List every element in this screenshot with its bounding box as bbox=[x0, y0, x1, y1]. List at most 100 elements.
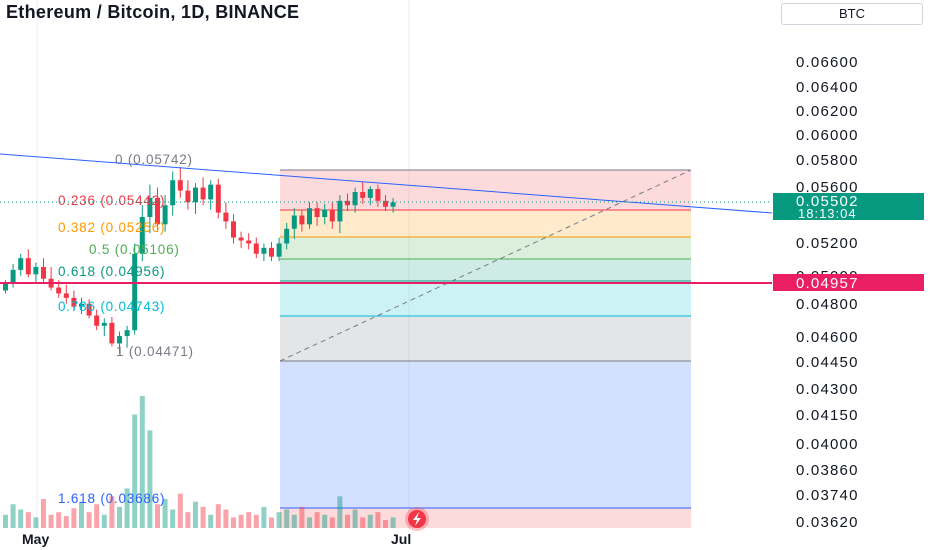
candle-down bbox=[223, 212, 229, 222]
volume-bar bbox=[71, 508, 77, 528]
volume-bar bbox=[124, 488, 130, 528]
candle-down bbox=[56, 287, 62, 294]
volume-bar bbox=[86, 512, 92, 528]
price-tick-label: 0.04600 bbox=[796, 329, 859, 346]
volume-bar bbox=[147, 430, 153, 528]
candle-up bbox=[291, 215, 297, 229]
volume-bar bbox=[253, 514, 259, 528]
fib-label-0.236: 0.236 (0.05442) bbox=[58, 193, 165, 208]
volume-bar bbox=[18, 509, 24, 528]
volume-bar bbox=[269, 517, 274, 528]
currency-button[interactable]: BTC bbox=[781, 3, 923, 25]
candle-up bbox=[33, 266, 39, 275]
candle-down bbox=[314, 208, 320, 217]
fibonacci-retracement-zones[interactable] bbox=[279, 169, 692, 528]
volume-bar bbox=[360, 517, 366, 528]
candle-down bbox=[94, 315, 100, 326]
candle-down bbox=[215, 184, 221, 213]
candle-down bbox=[253, 243, 259, 254]
fib-label-0.382: 0.382 (0.05256) bbox=[58, 220, 165, 235]
candle-up bbox=[322, 209, 328, 217]
last-price-value: 0.05502 bbox=[796, 193, 859, 210]
volume-bar bbox=[231, 517, 236, 528]
price-tick-label: 0.03620 bbox=[796, 514, 859, 531]
price-tick-label: 0.04150 bbox=[796, 407, 859, 424]
volume-bar bbox=[170, 509, 176, 528]
fib-diagonal-dashed bbox=[279, 169, 692, 362]
horizontal-line-value: 0.04957 bbox=[796, 275, 859, 292]
candle-up bbox=[352, 192, 358, 206]
fib-zone-0.786-1 bbox=[280, 316, 691, 361]
fib-label-1: 1 (0.04471) bbox=[116, 344, 194, 359]
price-tick-label: 0.04000 bbox=[796, 436, 859, 453]
price-tick-label: 0.06200 bbox=[796, 103, 859, 120]
volume-bar bbox=[101, 514, 107, 528]
fib-zone-1-1.618 bbox=[280, 361, 691, 508]
candle-down bbox=[41, 266, 46, 279]
volume-bar bbox=[284, 509, 290, 528]
volume-bar bbox=[367, 514, 373, 528]
chart-title: Ethereum / Bitcoin, 1D, BINANCE bbox=[6, 2, 300, 22]
candle-up bbox=[132, 253, 138, 331]
time-label-jul: Jul bbox=[391, 531, 411, 547]
fib-zone-0.382-0.5 bbox=[280, 237, 691, 259]
candle-down bbox=[177, 180, 183, 191]
price-axis[interactable]: 0.06600 0.06400 0.06200 0.06000 0.05800 0.056… bbox=[796, 54, 859, 531]
volume-bar bbox=[193, 501, 198, 528]
fib-label-0.5: 0.5 (0.05106) bbox=[89, 242, 180, 257]
candle-down bbox=[375, 189, 381, 201]
candle-up bbox=[162, 205, 168, 225]
volume-bar bbox=[299, 506, 305, 528]
volume-bar bbox=[208, 514, 214, 528]
candle-up bbox=[208, 184, 214, 200]
trendline[interactable] bbox=[0, 153, 773, 214]
volume-bar bbox=[41, 498, 46, 528]
volume-bar bbox=[185, 512, 191, 528]
candle-down bbox=[360, 192, 366, 198]
volume-bar bbox=[63, 516, 69, 528]
candle-up bbox=[124, 330, 130, 337]
candle-down bbox=[383, 200, 388, 207]
candle-up bbox=[390, 202, 396, 207]
volume-bar bbox=[238, 514, 244, 528]
volume-bar bbox=[25, 512, 31, 528]
volume-bar bbox=[383, 520, 388, 528]
candle-down bbox=[299, 215, 305, 225]
fib-labels: 0 (0.05742) 0.236 (0.05442) 0.382 (0.052… bbox=[58, 152, 194, 506]
last-price-countdown: 18:13:04 bbox=[798, 206, 857, 221]
fib-label-0.618: 0.618 (0.04956) bbox=[58, 264, 165, 279]
volume-bar bbox=[337, 496, 343, 528]
volume-bar bbox=[109, 496, 115, 528]
volume-bar bbox=[117, 506, 122, 528]
candle-up bbox=[117, 336, 122, 344]
candle-down bbox=[185, 190, 191, 203]
fib-zone-0.618-0.786 bbox=[280, 281, 691, 316]
volume-bar bbox=[139, 396, 145, 528]
candle-up bbox=[367, 189, 373, 198]
volume-bar bbox=[322, 514, 328, 528]
horizontal-line-badge: 0.04957 bbox=[773, 274, 924, 292]
price-tick-label: 0.06600 bbox=[796, 54, 859, 71]
volume-bar bbox=[200, 506, 206, 528]
fib-zone-0.236-0.382 bbox=[280, 210, 691, 237]
candle-down bbox=[25, 258, 31, 275]
candle-up bbox=[284, 228, 290, 244]
candle-up bbox=[337, 200, 343, 222]
candle-down bbox=[246, 240, 252, 244]
volume-bar bbox=[155, 504, 160, 528]
candle-up bbox=[10, 269, 16, 284]
price-tick-label: 0.04800 bbox=[796, 296, 859, 313]
volume-bar bbox=[291, 514, 297, 528]
candle-up bbox=[101, 322, 107, 326]
price-tick-label: 0.06400 bbox=[796, 79, 859, 96]
volume-bar bbox=[132, 414, 138, 528]
volume-bar bbox=[375, 512, 381, 528]
event-marker-icon[interactable] bbox=[405, 507, 429, 531]
price-tick-label: 0.06000 bbox=[796, 127, 859, 144]
candle-down bbox=[109, 322, 115, 344]
volume-bar bbox=[215, 504, 221, 528]
fib-zone-1.618-plus bbox=[280, 508, 691, 528]
candle-down bbox=[329, 209, 335, 222]
fib-label-0: 0 (0.05742) bbox=[115, 152, 193, 167]
